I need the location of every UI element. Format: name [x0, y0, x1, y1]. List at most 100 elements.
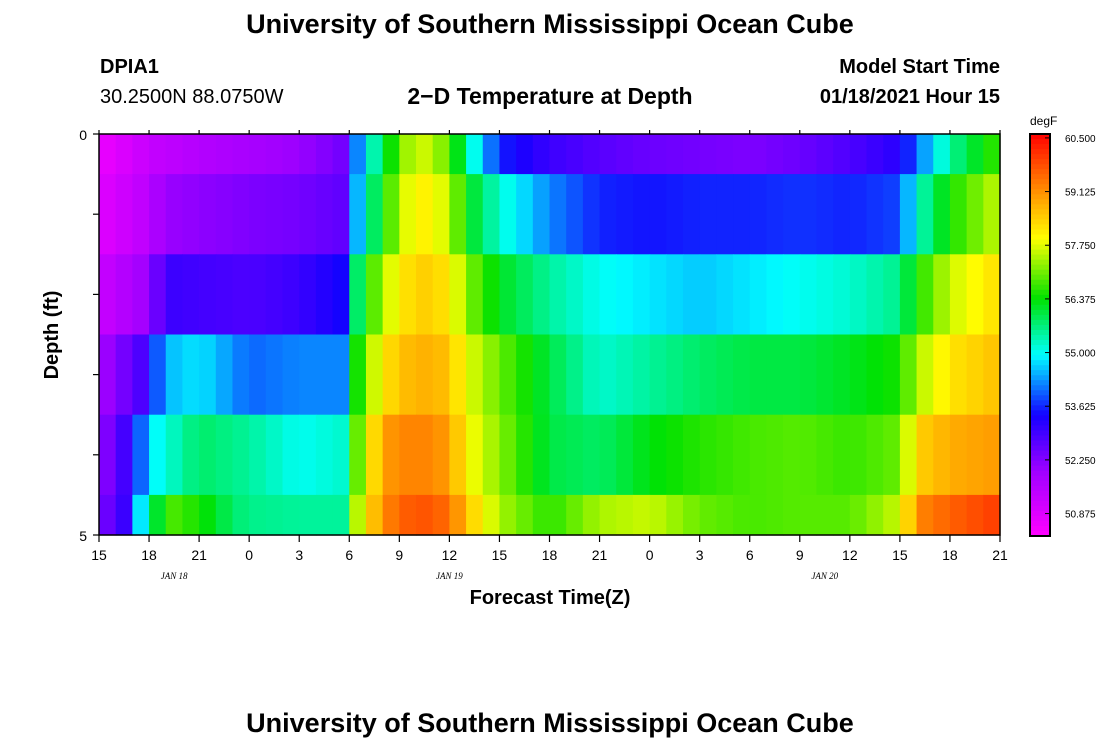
heatmap-cell	[449, 174, 467, 255]
heatmap-cell	[799, 414, 818, 496]
heatmap-cell	[516, 254, 534, 336]
heatmap-cell	[165, 414, 184, 496]
heatmap-cell	[382, 174, 400, 255]
heatmap-cell	[549, 334, 567, 416]
heatmap-cell	[716, 134, 734, 175]
heatmap-cell	[399, 134, 417, 175]
heatmap-cell	[866, 134, 884, 175]
heatmap-cell	[399, 254, 417, 336]
heatmap-cell	[282, 334, 300, 416]
heatmap-cell	[949, 134, 968, 175]
heatmap-cell	[349, 254, 367, 336]
heatmap-cell	[616, 334, 634, 416]
colorbar-segment	[1030, 460, 1050, 467]
heatmap-cell	[215, 414, 234, 496]
heatmap-cell	[132, 414, 150, 496]
heatmap-cell	[983, 254, 1001, 336]
x-tick-label: 12	[442, 547, 458, 563]
station-coordinates: 30.2500N 88.0750W	[100, 86, 284, 108]
heatmap-cell	[599, 134, 617, 175]
heatmap-cell	[399, 334, 417, 416]
heatmap-cell	[783, 174, 801, 255]
heatmap-cell	[482, 494, 501, 536]
y-tick-label: 5	[79, 528, 87, 544]
heatmap-cell	[315, 174, 334, 255]
heatmap-cell	[449, 254, 467, 336]
x-tick-label: 3	[696, 547, 704, 563]
colorbar-segment	[1030, 370, 1050, 376]
heatmap-cell	[566, 334, 584, 416]
colorbar-segment	[1030, 390, 1050, 396]
x-tick-label: 21	[191, 547, 207, 563]
heatmap-cell	[132, 174, 150, 255]
heatmap-cell	[249, 134, 267, 175]
heatmap-cell	[883, 134, 901, 175]
heatmap-cell	[149, 254, 167, 336]
colorbar-segment	[1030, 284, 1050, 291]
heatmap-cell	[866, 414, 884, 496]
heatmap-cell	[532, 254, 551, 336]
heatmap-cell	[432, 174, 450, 255]
colorbar-segment	[1030, 219, 1050, 226]
heatmap-cell	[115, 254, 133, 336]
y-axis-label: Depth (ft)	[41, 291, 63, 380]
heatmap-cell	[315, 494, 334, 536]
heatmap-cell	[899, 254, 918, 336]
colorbar-segment	[1030, 410, 1050, 417]
heatmap-cell	[899, 174, 918, 255]
heatmap-cell	[632, 134, 651, 175]
colorbar-tick-label: 50.875	[1065, 510, 1096, 521]
heatmap-cell	[332, 334, 350, 416]
heatmap-cell	[666, 414, 684, 496]
colorbar-segment	[1030, 475, 1050, 482]
heatmap-cell	[416, 334, 434, 416]
heatmap-cell	[499, 414, 517, 496]
heatmap-cell	[582, 494, 601, 536]
heatmap-cell	[766, 334, 784, 416]
heatmap-cell	[516, 174, 534, 255]
x-tick-label: 18	[141, 547, 157, 563]
heatmap-cell	[382, 494, 400, 536]
heatmap-cell	[232, 254, 250, 336]
heatmap-cell	[766, 134, 784, 175]
heatmap-cell	[232, 494, 250, 536]
heatmap-cell	[566, 134, 584, 175]
colorbar-segment	[1030, 380, 1050, 386]
heatmap-cell	[933, 334, 951, 416]
heatmap-cell	[99, 414, 117, 496]
heatmap-cell	[916, 134, 934, 175]
heatmap-cell	[899, 494, 918, 536]
heatmap-cell	[466, 414, 484, 496]
colorbar-segment	[1030, 249, 1050, 256]
heatmap-cell	[833, 134, 851, 175]
heatmap-cell	[949, 494, 968, 536]
heatmap-cell	[215, 334, 234, 416]
heatmap-cell	[516, 334, 534, 416]
heatmap-cell	[899, 134, 918, 175]
heatmap-cell	[783, 414, 801, 496]
heatmap-cell	[449, 334, 467, 416]
heatmap-cell	[99, 494, 117, 536]
colorbar-segment	[1030, 199, 1050, 205]
heatmap-cell	[549, 494, 567, 536]
colorbar-segment	[1030, 269, 1050, 276]
heatmap-cell	[99, 254, 117, 336]
heatmap-cell	[616, 254, 634, 336]
heatmap-cell	[365, 254, 384, 336]
heatmap-cell	[149, 494, 167, 536]
colorbar-segment	[1030, 264, 1050, 271]
heatmap-cell	[949, 414, 968, 496]
heatmap-cell	[382, 254, 400, 336]
colorbar-segment	[1030, 485, 1050, 492]
colorbar-segment	[1030, 134, 1050, 140]
heatmap-cell	[766, 494, 784, 536]
colorbar-segment	[1030, 505, 1050, 512]
heatmap-cell	[416, 254, 434, 336]
heatmap-cell	[315, 414, 334, 496]
heatmap-cell	[699, 494, 717, 536]
heatmap-cell	[949, 334, 968, 416]
colorbar-segment	[1030, 490, 1050, 497]
heatmap-cell	[833, 174, 851, 255]
colorbar-segment	[1030, 500, 1050, 507]
heatmap-cell	[416, 134, 434, 175]
